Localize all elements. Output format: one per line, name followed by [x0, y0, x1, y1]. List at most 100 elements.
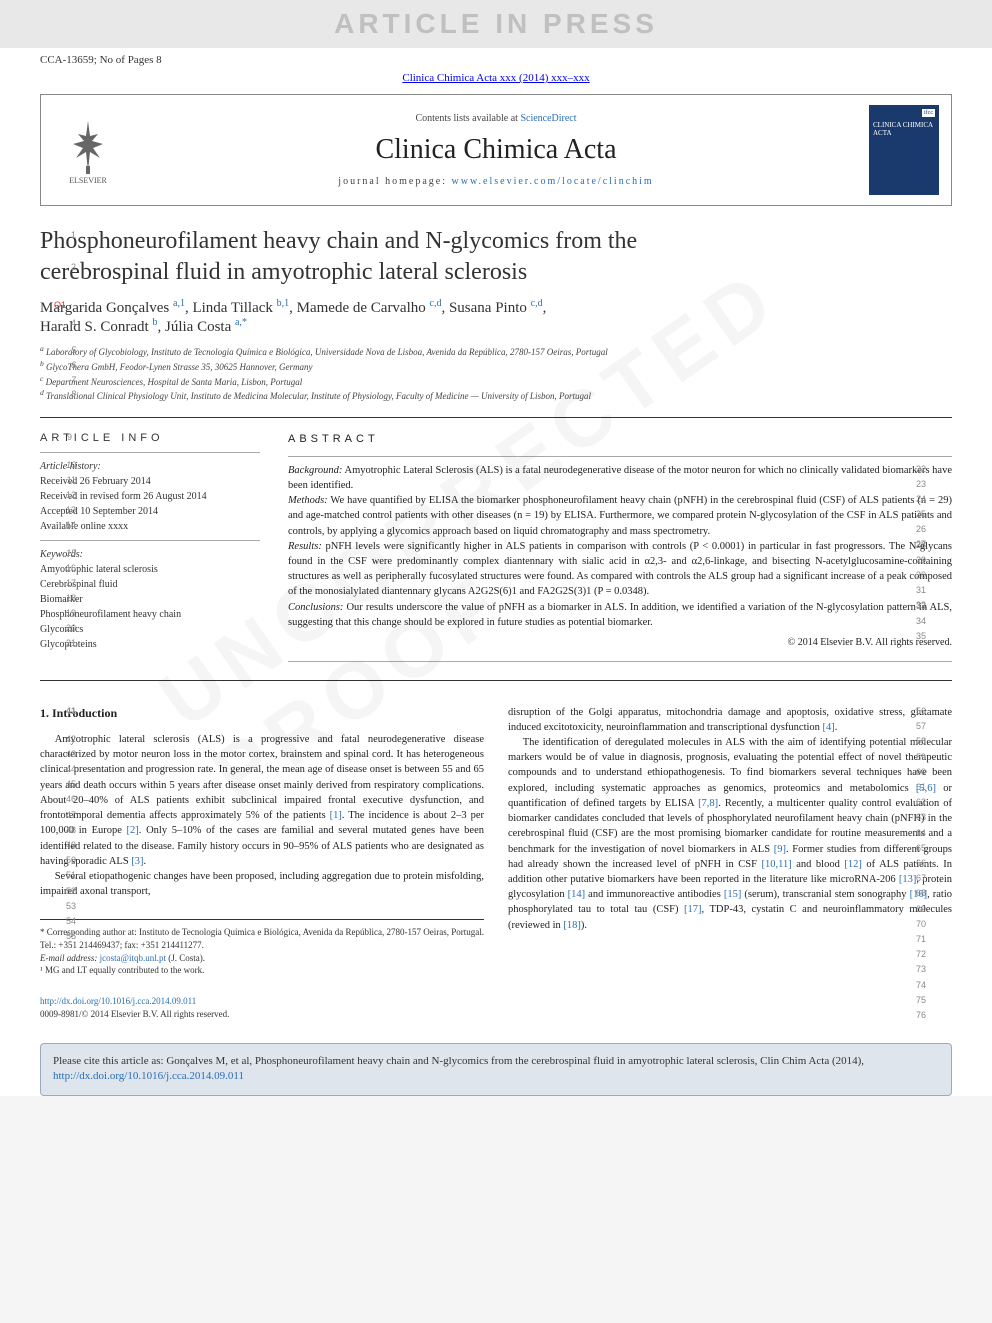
line-number: 70 [916, 918, 930, 931]
manuscript-id: CCA-13659; No of Pages 8 [40, 54, 162, 66]
line-number: 26 [916, 523, 930, 536]
line-number: 1 [62, 230, 76, 242]
line-number: 7 [62, 374, 76, 387]
article-info-heading-text: ARTICLE INFO [40, 432, 164, 444]
line-number: 11 [62, 474, 76, 488]
ref-link[interactable]: [10,11] [761, 859, 791, 870]
journal-name: Clinica Chimica Acta [137, 134, 855, 166]
line-number: 9 [62, 432, 76, 442]
line-number: 72 [916, 948, 930, 961]
line-number: 20 [62, 622, 76, 636]
journal-ref-link[interactable]: Clinica Chimica Acta xxx (2014) xxx–xxx [402, 72, 589, 84]
cite-text: Please cite this article as: Gonçalves M… [53, 1055, 864, 1067]
line-number: 33 [916, 600, 930, 613]
elsevier-logo: ELSEVIER [53, 110, 123, 190]
ref-link[interactable]: [18] [563, 920, 581, 931]
contribution-note: ¹ MG and LT equally contributed to the w… [40, 964, 484, 977]
article-title: 1 Phosphoneurofilament heavy chain and N… [40, 226, 952, 288]
doi-link[interactable]: http://dx.doi.org/10.1016/j.cca.2014.09.… [40, 996, 196, 1006]
article-info-heading: 9 ARTICLE INFO [40, 432, 260, 444]
info-abstract-row: 9 ARTICLE INFO 10 Article history: 11Rec… [40, 432, 952, 666]
line-number: 48 [62, 824, 76, 837]
corresponding-author-note: * Corresponding author at: Instituto de … [40, 926, 484, 951]
sciencedirect-link[interactable]: ScienceDirect [520, 113, 576, 124]
ref-link[interactable]: [14] [568, 889, 586, 900]
journal-header-box: ELSEVIER Contents lists available at Sci… [40, 94, 952, 206]
ref-link[interactable]: [1] [330, 810, 342, 821]
line-number: 51 [62, 869, 76, 882]
line-number: 42 [62, 733, 76, 746]
line-number: 45 [62, 778, 76, 791]
line-number: 74 [916, 979, 930, 992]
journal-homepage-link[interactable]: www.elsevier.com/locate/clinchim [452, 176, 654, 187]
ref-link[interactable]: [13] [899, 874, 917, 885]
line-number: 46 [62, 793, 76, 806]
line-number: 41 [62, 705, 76, 718]
email-link[interactable]: jcosta@itqb.unl.pt [100, 953, 166, 963]
line-number: 62 [916, 796, 930, 809]
contents-prefix: Contents lists available at [415, 113, 520, 124]
line-number: 47 [62, 809, 76, 822]
ref-link[interactable]: [2] [127, 825, 139, 836]
doi-block: http://dx.doi.org/10.1016/j.cca.2014.09.… [40, 995, 484, 1021]
article-history: 10 Article history: 11Received 26 Februa… [40, 459, 260, 534]
keyword: 18Biomarker [40, 592, 260, 607]
keyword: 21Glycoproteins [40, 637, 260, 652]
journal-reference: Clinica Chimica Acta xxx (2014) xxx–xxx [0, 68, 992, 94]
line-number: 71 [916, 933, 930, 946]
line-number: 44 [62, 763, 76, 776]
ref-link[interactable]: [9] [774, 844, 786, 855]
affiliations: 5a Laboratory of Glycobiology, Instituto… [40, 344, 952, 402]
abstract-heading: ABSTRACT [288, 432, 952, 448]
line-number: 50 [62, 854, 76, 867]
abstract-para: 24252627Methods: We have quantified by E… [288, 493, 952, 539]
header-bar: CCA-13659; No of Pages 8 [0, 48, 992, 68]
citation-box: Please cite this article as: Gonçalves M… [40, 1043, 952, 1096]
ref-link[interactable]: [7,8] [698, 798, 718, 809]
line-number: 8 [62, 388, 76, 401]
line-number: 2 [62, 262, 76, 274]
line-number: 52 [62, 885, 76, 898]
line-number: 14 [62, 519, 76, 533]
affiliation: 7c Department Neurosciences, Hospital de… [40, 374, 952, 389]
paragraph: Amyotrophic lateral sclerosis (ALS) is a… [40, 732, 484, 869]
ref-link[interactable]: [12] [844, 859, 862, 870]
line-number: 57 [916, 720, 930, 733]
line-number: 5 [62, 344, 76, 357]
line-number: 29 [916, 554, 930, 567]
abstract: ABSTRACT 2223Background: Amyotrophic Lat… [288, 432, 952, 666]
ref-link[interactable]: [15] [724, 889, 742, 900]
keyword: 19Phosphoneurofilament heavy chain [40, 607, 260, 622]
query-marker: Q1 [54, 300, 66, 310]
ref-link[interactable]: [3] [131, 856, 143, 867]
title-line-2: cerebrospinal fluid in amyotrophic later… [40, 259, 527, 285]
keywords: 15 Keywords: 16Amyotrophic lateral scler… [40, 547, 260, 652]
line-number: 16 [62, 562, 76, 576]
main-text-columns: 41 1. Introduction Amyotrophic lateral s… [40, 705, 952, 1021]
journal-cover-thumb: ifcc CLINICA CHIMICA ACTA [869, 105, 939, 195]
line-number: 25 [916, 508, 930, 521]
abstract-para: 2829303132Results: pNFH levels were sign… [288, 539, 952, 600]
email-label: E-mail address: [40, 953, 100, 963]
left-column: 41 1. Introduction Amyotrophic lateral s… [40, 705, 484, 1021]
affiliation: 5a Laboratory of Glycobiology, Instituto… [40, 344, 952, 359]
title-line-1: Phosphoneurofilament heavy chain and N-g… [40, 228, 637, 254]
line-number: 65 [916, 842, 930, 855]
keyword: 16Amyotrophic lateral sclerosis [40, 562, 260, 577]
ref-link[interactable]: [4] [823, 722, 835, 733]
line-number: 61 [916, 781, 930, 794]
abstract-para: 333435Conclusions: Our results underscor… [288, 600, 952, 630]
line-number: 4 [62, 318, 76, 328]
line-number: 15 [62, 547, 76, 561]
journal-center: Contents lists available at ScienceDirec… [137, 113, 855, 187]
author-list: Q1 4 Margarida Gonçalves a,1, Linda Till… [40, 298, 952, 336]
footnotes: * Corresponding author at: Instituto de … [40, 919, 484, 976]
line-number: 54 [62, 915, 76, 928]
cite-doi-link[interactable]: http://dx.doi.org/10.1016/j.cca.2014.09.… [53, 1070, 244, 1082]
history-item: 11Received 26 February 2014 [40, 474, 260, 489]
line-number: 76 [916, 1009, 930, 1022]
line-number: 55 [62, 930, 76, 943]
rule [40, 680, 952, 681]
keyword: 20Glycomics [40, 622, 260, 637]
ref-link[interactable]: [17] [684, 904, 702, 915]
